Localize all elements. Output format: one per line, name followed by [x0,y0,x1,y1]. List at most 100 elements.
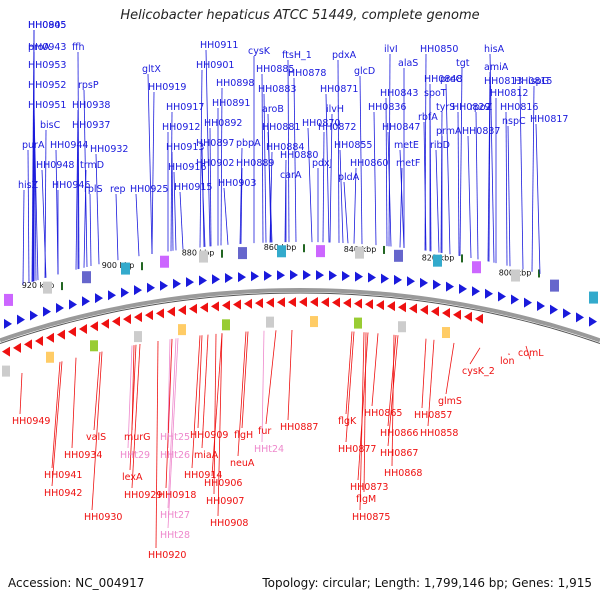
rna-gene-label: HHt26 [160,450,190,461]
forward-gene-label: HH0892 [204,118,242,129]
reverse-label-connector [469,347,481,365]
forward-label-connector [173,171,177,251]
genome-backbone-inner [0,292,600,344]
forward-label-connector [337,59,340,243]
reverse-gene-arrow [475,313,483,324]
forward-label-connector [171,151,174,251]
reverse-gene-label: flgM [356,494,376,505]
forward-gene-label: HH0812 [490,88,528,99]
reverse-label-connector [201,334,209,449]
reverse-gene-arrow [2,346,10,357]
reverse-gene-arrow [167,306,175,317]
forward-gene-label: HH0855 [334,140,372,151]
forward-label-connector [170,111,173,252]
reverse-gene-arrow [332,297,340,308]
forward-gene-label: HH0917 [166,102,204,113]
reverse-gene-arrow [123,314,131,325]
reverse-gene-arrow [398,302,406,313]
forward-label-connector [531,85,535,272]
forward-label-connector [505,111,508,266]
reverse-gene-label: lexA [122,472,143,483]
forward-feature-block [433,254,442,267]
reverse-gene-arrow [277,297,285,308]
forward-label-connector [95,153,100,265]
reverse-gene-arrow [343,298,351,309]
forward-gene-arrow [30,310,38,321]
reverse-feature-block [354,317,362,329]
reverse-gene-label: HH0907 [206,496,244,507]
forward-gene-label: prmA [436,126,462,137]
reverse-gene-label: HH0934 [64,450,102,461]
reverse-gene-label: cysK_2 [462,366,495,377]
rna-gene-label: HHt25 [160,432,190,443]
reverse-gene-label: miaA [194,450,219,461]
reverse-gene-arrow [442,308,450,319]
forward-gene-label: pdxA [332,50,357,61]
forward-label-connector [293,77,297,243]
reverse-gene-arrow [376,300,384,311]
forward-label-connector [205,49,211,247]
forward-gene-label: nspC [502,116,526,127]
reverse-gene-arrow [79,323,87,334]
reverse-label-connector [165,338,173,489]
rna-gene-label: HHt28 [160,530,190,541]
forward-label-connector [519,85,524,270]
reverse-gene-label: HH0918 [158,490,196,501]
reverse-gene-label: flgH [234,430,253,441]
forward-feature-block [160,255,169,268]
reverse-label-connector [261,330,265,443]
forward-gene-arrow [576,312,584,323]
forward-label-connector [322,131,325,243]
reverse-label-connector [525,345,531,360]
reverse-label-connector [391,334,395,467]
reverse-gene-arrow [244,298,252,309]
forward-gene-arrow [186,277,194,288]
forward-gene-label: HH0945 [28,20,66,31]
reverse-gene-arrow [35,335,43,346]
reverse-gene-arrow [156,308,164,319]
reverse-gene-label: HH0865 [364,408,402,419]
forward-gene-arrow [121,287,129,298]
forward-label-connector [269,151,273,243]
forward-gene-arrow [524,297,532,308]
forward-label-connector [83,169,87,268]
forward-gene-arrow [82,296,90,307]
reverse-gene-arrow [211,301,219,312]
reverse-label-connector [387,334,397,427]
forward-label-connector [223,187,229,245]
forward-label-connector [22,189,25,285]
forward-gene-arrow [394,274,402,285]
forward-label-connector [41,169,47,278]
forward-feature-block [277,245,286,258]
forward-gene-label: HH0815 [514,76,552,87]
forward-label-connector [475,111,479,260]
forward-gene-label: HH0870 [302,118,340,129]
forward-gene-label: rep [110,184,126,195]
forward-gene-arrow [238,272,246,283]
forward-gene-arrow [537,301,545,312]
rna-gene-label: HHt24 [254,444,284,455]
reverse-label-connector [197,335,203,429]
forward-label-connector [33,109,39,281]
reverse-label-connector [167,338,179,529]
forward-label-connector [339,149,344,244]
forward-feature-block [43,281,52,294]
forward-gene-arrow [69,299,77,310]
forward-gene-label: HH0913 [166,142,204,153]
reverse-gene-label: fur [258,426,271,437]
forward-gene-arrow [108,290,116,301]
forward-gene-label: HH0897 [196,138,234,149]
reverse-label-connector [265,330,277,425]
forward-label-connector [507,125,511,267]
reverse-gene-arrow [145,310,153,321]
forward-gene-arrow [472,286,480,297]
forward-gene-label: rplS [84,184,103,195]
forward-gene-label: ilvI [384,44,398,55]
reverse-gene-arrow [178,305,186,316]
forward-label-connector [201,167,206,247]
forward-label-connector [459,67,463,257]
reverse-label-connector [241,331,249,429]
reverse-gene-label: glmS [438,396,462,407]
forward-gene-label: pldA [338,172,360,183]
reverse-label-connector [345,331,353,415]
